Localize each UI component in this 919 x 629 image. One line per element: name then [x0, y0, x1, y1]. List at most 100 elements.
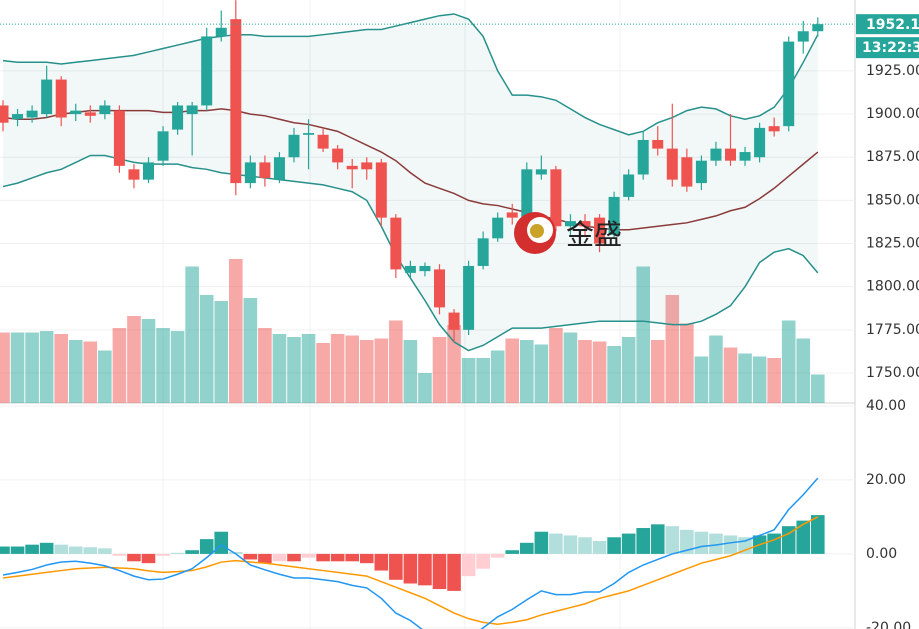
candle-body [608, 196, 620, 235]
macd-bar [694, 531, 709, 554]
volume-bar [127, 316, 141, 403]
candle-body [361, 162, 373, 170]
macd-bar [98, 548, 112, 554]
volume-bar [185, 266, 199, 403]
macd-bar [767, 533, 781, 554]
volume-bar [694, 356, 709, 403]
y-tick-label: 1925.00 [866, 63, 919, 79]
macd-bar [39, 542, 54, 554]
candle-body [128, 169, 140, 180]
volume-bar [520, 340, 534, 403]
candle-body [84, 112, 96, 116]
volume-bar [578, 340, 592, 403]
volume-bar [738, 353, 752, 403]
candle-body [41, 79, 53, 115]
macd-bar [316, 553, 330, 562]
macd-bar [534, 531, 549, 554]
y-tick-label: 1850.00 [866, 192, 919, 208]
candle-body [259, 162, 271, 178]
macd-bar [330, 553, 345, 562]
macd-bar [607, 537, 621, 554]
candle-body [797, 31, 809, 42]
volume-bar [490, 350, 505, 403]
volume-bar [403, 340, 418, 403]
volume-bar [418, 373, 432, 403]
candle-body [143, 162, 154, 180]
candle-body [550, 169, 562, 227]
candle-body [157, 131, 169, 161]
candle-body [113, 110, 125, 166]
band-middle [2, 108, 819, 231]
macd-bar [476, 553, 490, 569]
macd-bar [287, 553, 301, 562]
y-tick-label: 1900.00 [866, 106, 919, 122]
macd-bar [185, 550, 199, 554]
y-tick-label: -20.00 [866, 620, 911, 629]
volume-bar [68, 340, 83, 403]
candle-body [55, 79, 67, 118]
volume-bar [39, 331, 54, 403]
volume-bar [650, 340, 665, 403]
volume-bar [665, 295, 680, 403]
volume-bar [709, 335, 723, 403]
macd-bar [83, 547, 98, 554]
volume-bar [258, 328, 272, 403]
macd-bar [549, 533, 563, 554]
volume-bar [592, 341, 607, 403]
candle-body [564, 221, 576, 227]
candle-body [535, 169, 547, 175]
y-tick-label: 1750.00 [866, 365, 919, 381]
macd-bar [563, 535, 578, 554]
y-tick-label: 1875.00 [866, 149, 919, 165]
macd-bar [243, 553, 258, 560]
volume-bar [461, 358, 476, 403]
last-price-box [856, 14, 919, 35]
candle-body [404, 265, 416, 273]
candle-body [375, 162, 387, 218]
band-fill [3, 13, 818, 351]
macd-bar [621, 533, 636, 554]
volume-bar [359, 340, 374, 403]
candle-body [317, 134, 329, 149]
macd-bar [636, 528, 650, 554]
volume-bar [432, 337, 447, 403]
volume-bar [287, 337, 301, 403]
candle-body [230, 19, 242, 184]
volume-bar [389, 320, 403, 403]
last-price-label: 1952.1 [866, 17, 919, 33]
y-tick-label: 40.00 [866, 398, 906, 414]
candle-body [332, 148, 344, 163]
candle-body [172, 105, 184, 130]
volume-bar [476, 358, 490, 403]
macd-bar [520, 542, 534, 554]
candle-body [288, 134, 300, 158]
candle-body [99, 105, 111, 115]
macd-bar [418, 553, 432, 586]
volume-bar [112, 328, 127, 403]
macd-bar [127, 553, 141, 562]
volume-bar [374, 338, 389, 403]
candle-body [521, 169, 533, 218]
candle-body [273, 157, 285, 180]
macd-bar [709, 533, 723, 554]
macd-bar [229, 552, 243, 554]
volume-bar [229, 259, 243, 403]
candle-body [26, 110, 38, 118]
candle-body [666, 148, 678, 180]
macd-bar [461, 553, 476, 577]
macd-bar [447, 553, 461, 591]
macd-bar [650, 524, 665, 554]
macd-bar [25, 544, 39, 554]
macd-bar [10, 546, 25, 554]
macd-bar [811, 515, 825, 554]
candle-body [492, 217, 504, 239]
macd-bar [345, 553, 359, 562]
macd-bar [665, 526, 680, 554]
volume-bar [636, 266, 650, 403]
candle-body [652, 139, 664, 149]
volume-bar [723, 347, 738, 403]
volume-bar [156, 328, 170, 403]
volume-bar [330, 334, 345, 403]
macd-bar [796, 520, 811, 554]
volume-bar [316, 343, 330, 403]
